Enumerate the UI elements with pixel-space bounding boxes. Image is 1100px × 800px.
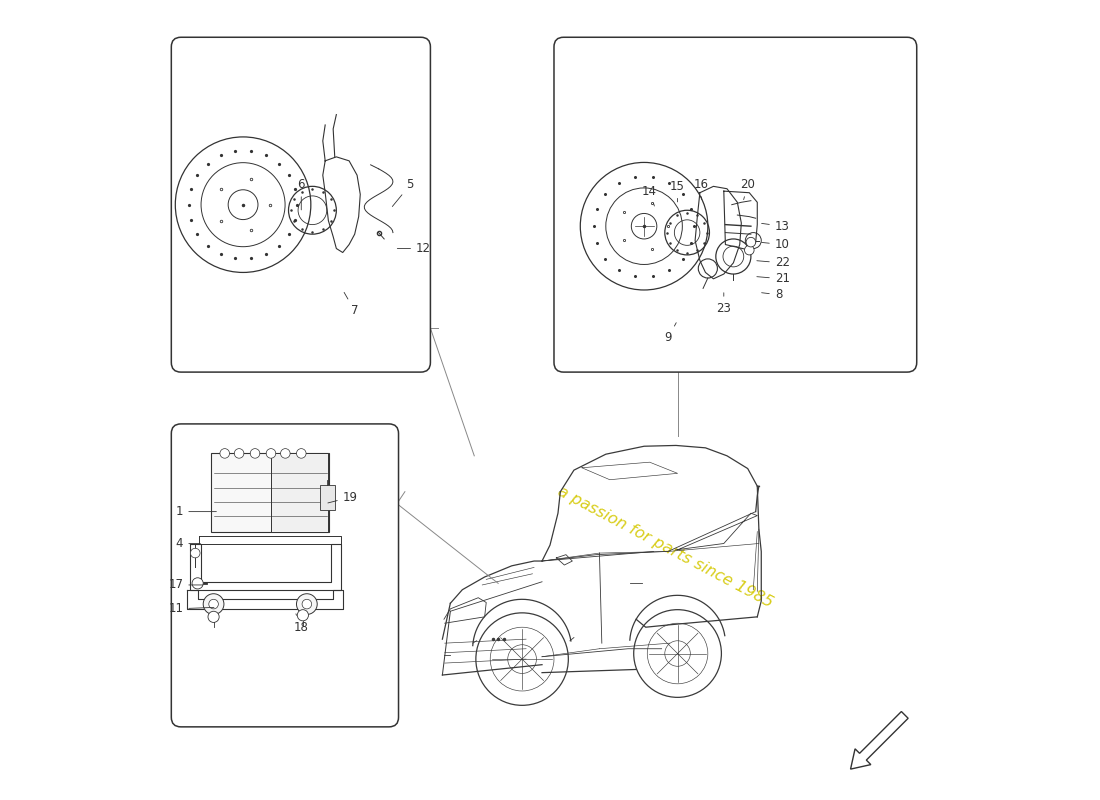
FancyBboxPatch shape [172,38,430,372]
Circle shape [204,594,224,614]
Circle shape [266,449,276,458]
Text: 14: 14 [642,185,657,206]
Text: 21: 21 [757,272,790,286]
Text: 23: 23 [716,293,732,315]
Circle shape [280,449,290,458]
Text: 16: 16 [694,178,710,199]
Circle shape [302,599,311,609]
Circle shape [745,246,755,255]
Text: 12: 12 [397,242,431,255]
FancyBboxPatch shape [172,424,398,727]
Text: 11: 11 [168,602,214,615]
Bar [320,485,334,510]
Text: 9: 9 [664,322,676,344]
Text: 10: 10 [761,238,790,251]
Text: 6: 6 [297,178,305,210]
Circle shape [220,449,230,458]
Text: 1: 1 [176,505,217,518]
Text: 20: 20 [740,178,755,200]
Text: 18: 18 [294,614,309,634]
Circle shape [746,238,756,247]
Text: 8: 8 [761,288,782,302]
FancyBboxPatch shape [554,38,916,372]
Circle shape [192,578,204,589]
Text: a passion for parts since 1985: a passion for parts since 1985 [556,484,776,611]
Circle shape [209,599,219,609]
Bar [271,454,329,531]
Text: 19: 19 [328,490,358,504]
Circle shape [190,548,200,558]
Text: 17: 17 [168,578,202,591]
Bar [211,454,329,531]
Text: 5: 5 [393,178,414,206]
Circle shape [234,449,244,458]
Circle shape [208,611,219,622]
Text: 4: 4 [176,537,200,550]
Text: 13: 13 [761,220,790,233]
Text: 15: 15 [670,180,685,202]
Text: 22: 22 [757,256,790,270]
Text: 7: 7 [344,292,359,318]
FancyArrow shape [850,711,909,769]
Circle shape [297,610,308,621]
Circle shape [250,449,260,458]
Circle shape [297,449,306,458]
Circle shape [297,594,317,614]
